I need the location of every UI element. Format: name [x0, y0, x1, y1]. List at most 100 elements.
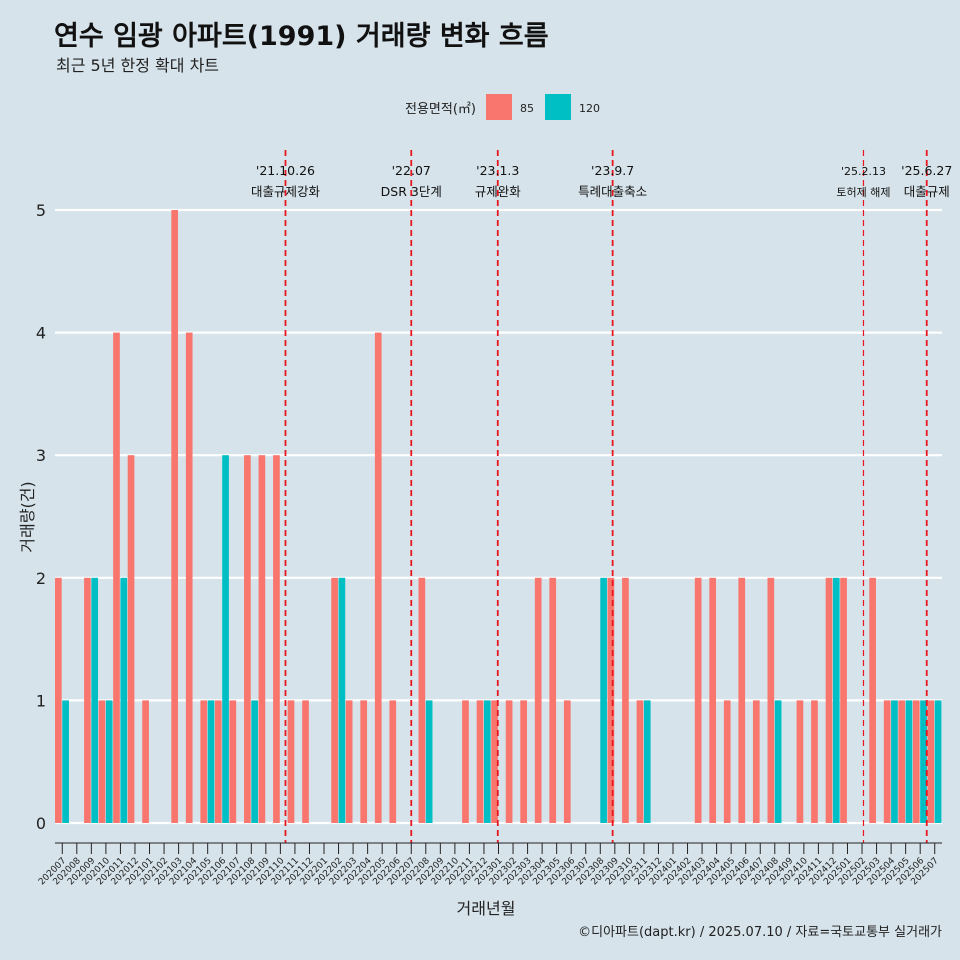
event-date-label: '25.2.13 — [841, 165, 886, 178]
bar — [898, 700, 906, 823]
bar — [832, 577, 840, 823]
bar — [883, 700, 891, 823]
event-date-label: '23.9.7 — [591, 163, 634, 178]
x-axis: 2020072020082020092020102020112020122021… — [37, 842, 942, 887]
bar — [738, 577, 746, 823]
chart-subtitle: 최근 5년 한정 확대 차트 — [56, 56, 220, 75]
bar — [636, 700, 644, 823]
bar — [462, 700, 469, 823]
event-date-label: '25.6.27 — [901, 163, 952, 178]
event-date-label: '21.10.26 — [256, 163, 315, 178]
bar — [251, 700, 258, 823]
bar — [113, 332, 120, 823]
bar — [171, 210, 178, 823]
bar — [622, 577, 629, 823]
event-name-label: 규제완화 — [475, 184, 522, 199]
bar — [91, 577, 99, 823]
bar — [534, 577, 542, 823]
y-axis-title: 거래량(건) — [18, 481, 37, 552]
bar — [912, 700, 920, 823]
bar — [331, 577, 338, 823]
bar — [418, 577, 426, 823]
bar — [185, 332, 193, 823]
bar — [120, 577, 128, 823]
bar — [549, 577, 557, 823]
bar — [55, 577, 62, 823]
bar — [84, 577, 91, 823]
event-name-label: 대출규제강화 — [251, 184, 321, 199]
bar — [476, 700, 484, 823]
y-tick-label: 2 — [36, 569, 46, 588]
event-lines: '21.10.26 대출규제강화 '22.07 DSR 3단계 '23.1.3 규제완화 '… — [251, 150, 952, 843]
y-tick-label: 0 — [36, 814, 46, 833]
legend-label-85: 85 — [520, 102, 534, 115]
bar — [723, 700, 731, 823]
bar — [338, 577, 346, 823]
bar — [643, 700, 651, 823]
bar — [520, 700, 527, 823]
legend: 전용면적(㎡) 85 120 — [405, 94, 600, 120]
bar — [891, 700, 898, 823]
bar — [105, 700, 113, 823]
event-date-label: '22.07 — [392, 163, 431, 178]
event-name-label: DSR 3단계 — [381, 184, 442, 199]
event-name-label: 대출규제 — [904, 184, 950, 199]
chart-title: 연수 임광 아파트(1991) 거래량 변화 흐름 — [54, 21, 549, 52]
bar — [273, 455, 280, 823]
y-tick-label: 4 — [36, 324, 46, 343]
bar — [425, 700, 433, 823]
bar — [142, 700, 149, 823]
y-axis: 0 1 2 3 4 5 — [36, 201, 46, 833]
bar — [774, 700, 782, 823]
bar — [709, 577, 717, 823]
bar — [229, 700, 237, 823]
bar — [563, 700, 571, 823]
bar — [258, 455, 266, 823]
bar — [505, 700, 513, 823]
event-name-label: 특례대출축소 — [578, 184, 647, 199]
bar — [607, 577, 615, 823]
bar — [840, 577, 847, 823]
bar — [905, 700, 913, 823]
bar — [98, 700, 106, 823]
bar — [934, 700, 942, 823]
bar — [491, 700, 498, 823]
x-axis-title: 거래년월 — [457, 899, 516, 918]
bar — [600, 577, 607, 823]
bar — [214, 700, 222, 823]
bar — [62, 700, 69, 823]
source-caption: ©디아파트(dapt.kr) / 2025.07.10 / 자료=국토교통부 실… — [578, 925, 942, 940]
bar — [200, 700, 208, 823]
bar — [360, 700, 368, 823]
bar — [287, 700, 295, 823]
bar — [374, 332, 382, 823]
bar — [127, 455, 135, 823]
bar — [345, 700, 353, 823]
bar — [389, 700, 397, 823]
bar — [483, 700, 491, 823]
y-tick-label: 3 — [36, 446, 46, 465]
bar — [752, 700, 760, 823]
bar — [302, 700, 309, 823]
bar — [244, 455, 251, 823]
bar — [694, 577, 702, 823]
bar — [811, 700, 818, 823]
legend-swatch-120 — [545, 94, 571, 120]
bars — [55, 210, 942, 823]
bar — [869, 577, 876, 823]
bar — [796, 700, 804, 823]
y-tick-label: 5 — [36, 201, 46, 220]
y-tick-label: 1 — [36, 691, 46, 710]
bar — [767, 577, 775, 823]
bar — [927, 700, 935, 823]
bar — [207, 700, 215, 823]
legend-title: 전용면적(㎡) — [405, 102, 476, 117]
event-date-label: '23.1.3 — [476, 163, 519, 178]
bar — [825, 577, 833, 823]
bar — [222, 455, 229, 823]
legend-swatch-85 — [486, 94, 512, 120]
legend-label-120: 120 — [579, 102, 600, 115]
bar — [920, 700, 927, 823]
event-name-label: 토허제 해제 — [836, 185, 890, 199]
